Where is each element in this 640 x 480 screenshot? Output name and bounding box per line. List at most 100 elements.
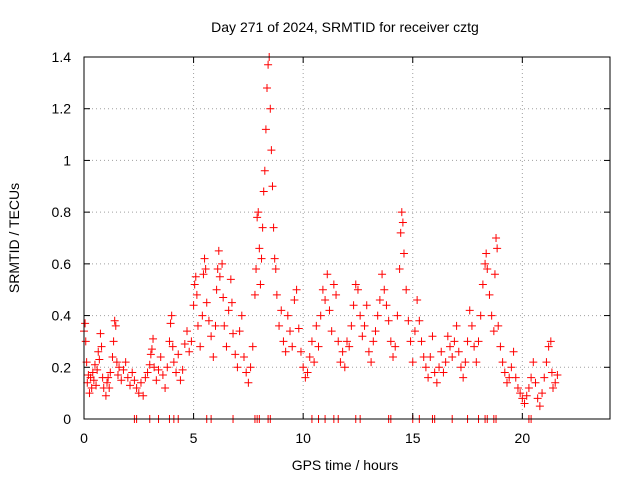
data-point [435, 363, 444, 372]
data-point [190, 280, 199, 289]
data-point [509, 347, 518, 356]
data-point [360, 321, 369, 330]
data-point [200, 254, 209, 263]
y-tick-label: 0.6 [52, 256, 72, 272]
data-point [134, 389, 143, 398]
data-point [96, 329, 105, 338]
data-point [404, 316, 413, 325]
data-point [551, 378, 560, 387]
data-point [110, 316, 119, 325]
data-point [421, 363, 430, 372]
data-point [305, 352, 314, 361]
data-point [111, 321, 120, 330]
data-point [432, 378, 441, 387]
data-point [279, 337, 288, 346]
data-point [213, 265, 222, 274]
data-point [222, 342, 231, 351]
data-point [94, 347, 103, 356]
data-point [299, 363, 308, 372]
data-point [198, 311, 207, 320]
data-point [123, 373, 132, 382]
data-point [272, 290, 281, 299]
data-point [255, 244, 264, 253]
data-point [323, 270, 332, 279]
data-point [415, 316, 424, 325]
data-point [535, 402, 544, 411]
data-point [132, 383, 141, 392]
data-point [378, 270, 387, 279]
data-point [303, 368, 312, 377]
data-point [446, 342, 455, 351]
data-point [398, 218, 407, 227]
x-tick-label: 10 [295, 430, 311, 446]
data-point [410, 327, 419, 336]
data-point [209, 352, 218, 361]
data-point [212, 285, 221, 294]
x-axis-label: GPS time / hours [292, 457, 399, 473]
data-point [483, 265, 492, 274]
data-point [476, 311, 485, 320]
data-point [461, 358, 470, 367]
data-point [441, 358, 450, 367]
data-point [93, 365, 102, 374]
data-point [527, 373, 536, 382]
data-point [448, 352, 457, 361]
data-point [141, 373, 150, 382]
data-point [226, 275, 235, 284]
data-point [516, 389, 525, 398]
x-tick-label: 20 [515, 430, 531, 446]
data-point [430, 368, 439, 377]
y-tick-label: 1.4 [52, 49, 72, 65]
data-point [507, 363, 516, 372]
data-point [437, 347, 446, 356]
data-point [81, 337, 90, 346]
data-point [467, 321, 476, 330]
data-point [128, 368, 137, 377]
y-tick-label: 0.4 [52, 308, 72, 324]
data-point [85, 389, 94, 398]
data-point [396, 228, 405, 237]
x-tick-label: 0 [80, 430, 88, 446]
data-point [112, 358, 121, 367]
data-point [428, 332, 437, 341]
data-point [408, 358, 417, 367]
data-point [271, 265, 280, 274]
data-point [268, 182, 277, 191]
data-point [439, 368, 448, 377]
data-point [103, 378, 112, 387]
data-point [183, 327, 192, 336]
data-point [83, 378, 92, 387]
data-point [259, 187, 268, 196]
data-point [375, 296, 384, 305]
data-point [310, 358, 319, 367]
data-point [256, 280, 265, 289]
data-point [481, 259, 490, 268]
data-point [358, 332, 367, 341]
data-point [218, 259, 227, 268]
data-point [538, 389, 547, 398]
data-point [518, 394, 527, 403]
data-point [246, 363, 255, 372]
data-point [395, 265, 404, 274]
data-point [224, 306, 233, 315]
data-point [454, 347, 463, 356]
data-point [540, 373, 549, 382]
data-point [106, 368, 115, 377]
data-point [382, 301, 391, 310]
data-point [547, 368, 556, 377]
data-point [261, 125, 270, 134]
data-point [369, 337, 378, 346]
data-point [211, 321, 220, 330]
data-point [353, 285, 362, 294]
data-point [253, 213, 262, 222]
data-point [220, 321, 229, 330]
y-tick-label: 1 [63, 152, 71, 168]
data-point [384, 316, 393, 325]
data-point [121, 358, 130, 367]
data-point [524, 383, 533, 392]
data-point [227, 298, 236, 307]
data-point [252, 265, 261, 274]
data-point [406, 337, 415, 346]
data-point [117, 376, 126, 385]
